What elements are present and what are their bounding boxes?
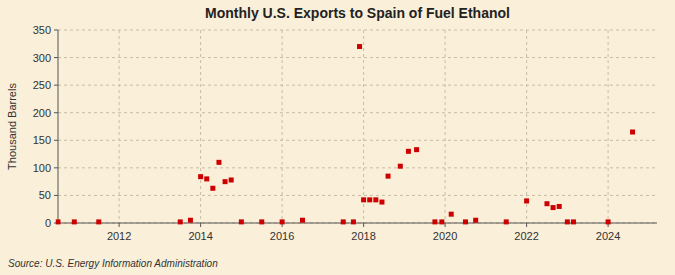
x-tick <box>200 223 201 227</box>
point <box>504 219 509 224</box>
y-grid-line <box>58 140 657 141</box>
y-tick <box>54 85 58 86</box>
y-grid-line <box>58 167 657 168</box>
y-tick-label: 100 <box>33 162 51 174</box>
x-tick-label: 2016 <box>270 230 294 242</box>
y-grid-line <box>58 85 657 86</box>
point <box>414 147 419 152</box>
title: Monthly U.S. Exports to Spain of Fuel Et… <box>205 5 510 21</box>
x-grid-line <box>119 30 120 223</box>
y-tick-label: 300 <box>33 52 51 64</box>
y-tick-label: 50 <box>39 189 51 201</box>
point <box>571 219 576 224</box>
y-tick-label: 200 <box>33 107 51 119</box>
y-tick <box>54 195 58 196</box>
y-grid-line <box>58 112 657 113</box>
x-grid-line <box>526 30 527 223</box>
y-grid-line <box>58 195 657 196</box>
point <box>557 204 562 209</box>
ticks: 0 50 100 150 200 250 300 350 2012 2014 2016 2018 202… <box>33 24 621 242</box>
x-tick <box>119 223 120 227</box>
point <box>198 174 203 179</box>
point <box>229 177 234 182</box>
point <box>239 219 244 224</box>
y-tick-label: 250 <box>33 79 51 91</box>
point <box>280 219 285 224</box>
point <box>524 198 529 203</box>
y-tick <box>54 30 58 31</box>
point <box>188 218 193 223</box>
y-tick <box>54 167 58 168</box>
y-axis-label: Thousand Barrels <box>6 83 18 170</box>
point <box>439 219 444 224</box>
point <box>259 219 264 224</box>
y-tick-label: 150 <box>33 134 51 146</box>
point <box>56 219 61 224</box>
point <box>223 179 228 184</box>
point <box>463 219 468 224</box>
y-grid-line <box>58 57 657 58</box>
point <box>341 219 346 224</box>
x-tick <box>445 223 446 227</box>
x-tick-label: 2022 <box>514 230 538 242</box>
point <box>351 219 356 224</box>
point <box>72 219 77 224</box>
x-tick <box>363 223 364 227</box>
x-tick-label: 2018 <box>351 230 375 242</box>
point <box>432 219 437 224</box>
chart-container: 0 50 100 150 200 250 300 350 2012 2014 2016 2018 202… <box>0 0 675 275</box>
y-grid-line <box>58 30 657 31</box>
point <box>449 212 454 217</box>
background <box>0 0 675 275</box>
point <box>96 219 101 224</box>
grid <box>58 30 657 223</box>
point <box>606 219 611 224</box>
point <box>367 197 372 202</box>
point <box>300 218 305 223</box>
point <box>398 164 403 169</box>
y-axis-line <box>58 30 59 223</box>
y-tick-label: 0 <box>45 217 51 229</box>
x-grid-line <box>445 30 446 223</box>
point <box>551 205 556 210</box>
point <box>361 197 366 202</box>
x-grid-line <box>608 30 609 223</box>
y-tick-label: 350 <box>33 24 51 36</box>
y-tick <box>54 140 58 141</box>
source-note: Source: U.S. Energy Information Administ… <box>8 258 218 269</box>
x-grid-line <box>200 30 201 223</box>
point <box>216 160 221 165</box>
point <box>630 130 635 135</box>
point <box>379 200 384 205</box>
point <box>544 201 549 206</box>
x-tick-label: 2012 <box>107 230 131 242</box>
point <box>178 219 183 224</box>
x-tick-label: 2024 <box>596 230 620 242</box>
point <box>210 186 215 191</box>
point <box>565 219 570 224</box>
y-tick <box>54 57 58 58</box>
x-grid-line <box>282 30 283 223</box>
x-grid-line <box>363 30 364 223</box>
point <box>406 149 411 154</box>
point <box>473 218 478 223</box>
point <box>204 176 209 181</box>
point <box>357 44 362 49</box>
points <box>56 44 636 224</box>
point <box>373 197 378 202</box>
point <box>386 174 391 179</box>
x-tick-label: 2020 <box>433 230 457 242</box>
x-tick <box>526 223 527 227</box>
x-tick-label: 2014 <box>188 230 212 242</box>
y-tick <box>54 112 58 113</box>
chart: 0 50 100 150 200 250 300 350 2012 2014 2016 2018 202… <box>0 0 675 275</box>
